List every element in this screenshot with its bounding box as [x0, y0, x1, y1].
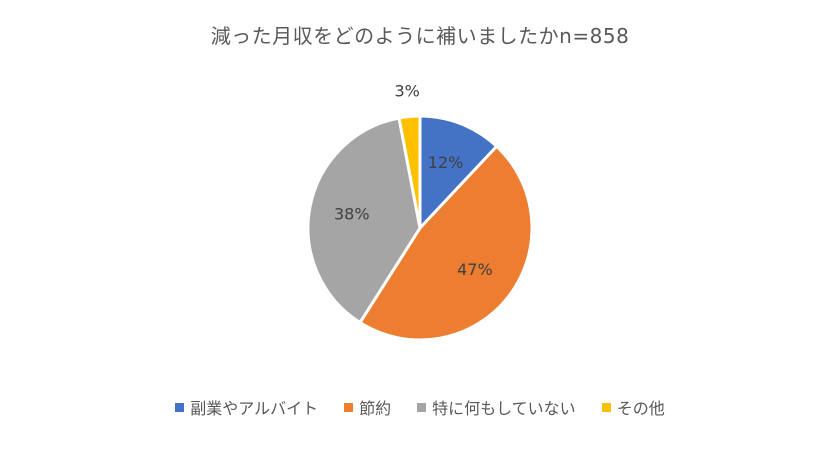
chart-title: 減った月収をどのように補いましたかn=858	[210, 24, 630, 48]
data-label-side-job: 12%	[428, 153, 464, 172]
legend-item-side-job: 副業やアルバイト	[175, 395, 318, 419]
pie-slice-nothing	[306, 116, 422, 325]
legend-swatch-saving	[344, 402, 354, 412]
data-label-saving: 47%	[457, 260, 493, 279]
data-label-nothing: 38%	[334, 204, 370, 223]
legend-item-nothing: 特に何もしていない	[417, 395, 576, 419]
pie-slice-other	[397, 114, 422, 230]
legend-swatch-side-job	[175, 402, 185, 412]
pie-slice-saving	[358, 144, 534, 342]
legend-item-saving: 節約	[344, 395, 391, 419]
legend-label-side-job: 副業やアルバイト	[190, 399, 319, 418]
legend-swatch-other	[601, 402, 611, 412]
legend-label-nothing: 特に何もしていない	[432, 399, 576, 418]
chart-legend: 副業やアルバイト 節約 特に何もしていない その他	[0, 395, 840, 419]
legend-swatch-nothing	[417, 402, 427, 412]
legend-label-other: その他	[616, 399, 665, 418]
data-label-other: 3%	[394, 81, 419, 100]
legend-item-other: その他	[601, 395, 665, 419]
legend-label-saving: 節約	[359, 399, 392, 418]
pie-slice-side-job	[418, 114, 499, 230]
